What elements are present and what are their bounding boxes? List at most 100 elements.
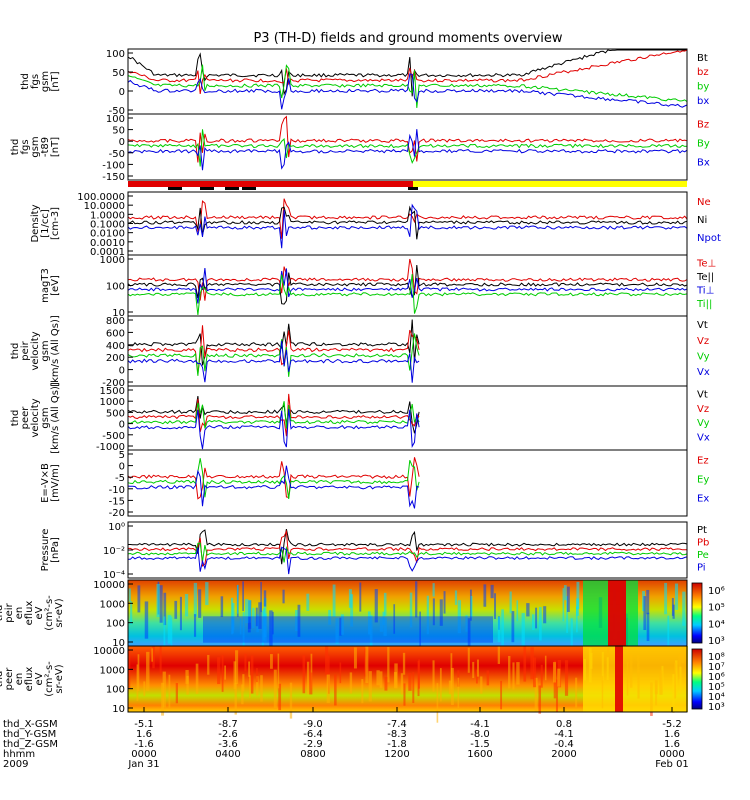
spectrogram-texture bbox=[480, 676, 483, 694]
ylabel-line: gsm bbox=[30, 136, 41, 157]
y-tick-label: 100 bbox=[106, 282, 125, 293]
y-tick-label: 10.0000 bbox=[84, 201, 125, 212]
legend-Ni: Ni bbox=[697, 215, 707, 226]
ylabel-line: [nPa] bbox=[50, 537, 61, 563]
spectrogram-texture bbox=[143, 681, 146, 696]
trace-Pi bbox=[128, 546, 688, 575]
spectrogram-texture bbox=[497, 646, 500, 664]
ylabel-line: velocity bbox=[30, 331, 41, 370]
legend-Ti⊥: Ti⊥ bbox=[696, 286, 714, 297]
ylabel-line: gsm bbox=[40, 340, 51, 361]
spectrogram-texture bbox=[486, 670, 490, 686]
trace-Vz bbox=[127, 393, 420, 437]
panel-legend: Ez Ey Ex bbox=[697, 456, 709, 505]
y-tick-label: -150 bbox=[102, 172, 125, 183]
spectrogram-texture bbox=[387, 647, 390, 683]
ylabel-line: thd bbox=[0, 671, 5, 688]
spectrogram-texture bbox=[167, 615, 172, 644]
spectrogram-texture bbox=[412, 672, 415, 704]
x-tick-label: -8.0 bbox=[470, 729, 490, 740]
x-row-label: hhmm bbox=[3, 749, 35, 760]
spectrogram-texture bbox=[235, 650, 239, 685]
spectrogram-texture bbox=[426, 595, 429, 635]
panel-legend: Bz By Bx bbox=[697, 120, 710, 169]
spectrogram-burst bbox=[615, 646, 623, 712]
ylabel-line: [km/s (All Qs)] bbox=[50, 382, 61, 454]
spectrogram-low-energy bbox=[203, 616, 493, 643]
spectrogram-texture bbox=[436, 683, 439, 723]
y-tick-label: 10000 bbox=[93, 646, 125, 657]
trace-Ey bbox=[127, 458, 420, 499]
spectrogram-texture bbox=[236, 584, 239, 614]
ylabel-line: eV bbox=[34, 672, 45, 685]
ylabel-line: thd bbox=[0, 605, 5, 622]
y-tick-label: -50 bbox=[109, 106, 125, 117]
spectrogram-texture bbox=[532, 614, 535, 631]
x-row-label: thd_Z-GSM bbox=[3, 739, 58, 750]
legend-Vz: Vz bbox=[697, 404, 709, 415]
spectrogram-texture bbox=[207, 654, 210, 675]
ylabel-line: peir bbox=[4, 602, 15, 622]
trace-Ex bbox=[127, 465, 420, 509]
spectrogram-texture bbox=[368, 671, 372, 702]
spectrogram-texture bbox=[232, 603, 235, 630]
spectrogram-texture bbox=[174, 600, 178, 619]
spectrogram-texture bbox=[221, 655, 224, 692]
spectrogram-texture bbox=[526, 603, 530, 617]
spectrogram-texture bbox=[379, 617, 384, 632]
panel-frame bbox=[127, 385, 688, 451]
spectrogram-texture bbox=[309, 672, 313, 695]
mode-bar-fast bbox=[128, 181, 413, 187]
ylabel-line: [cm-3] bbox=[50, 207, 61, 240]
x-tick-label: -5.1 bbox=[134, 719, 154, 730]
spectrogram-texture bbox=[335, 618, 339, 644]
spectrogram-texture bbox=[137, 585, 141, 613]
panel-peir_spec: thd peir en eflux eV (cm²-s-sr-eV)10⁶10⁵10⁴10… bbox=[0, 579, 725, 656]
spectrogram-texture bbox=[161, 682, 165, 716]
y-tick-label: 100.0000 bbox=[77, 192, 125, 203]
spectrogram-texture bbox=[302, 655, 306, 694]
x-tick-label: 1.6 bbox=[136, 729, 152, 740]
spectrogram-texture bbox=[512, 662, 515, 690]
legend-Pe: Pe bbox=[697, 550, 709, 561]
spectrogram-texture bbox=[184, 593, 189, 617]
spectrogram-texture bbox=[144, 601, 149, 639]
panel-frame bbox=[127, 645, 688, 713]
spectrogram-texture bbox=[205, 582, 209, 606]
ylabel-line: -t89 bbox=[40, 137, 51, 157]
x-tick-label: -1.8 bbox=[387, 739, 407, 750]
spectrogram-texture bbox=[393, 604, 396, 634]
ylabel-line: peer bbox=[4, 667, 15, 691]
spectrogram-texture bbox=[260, 675, 263, 702]
spectrogram-texture bbox=[457, 600, 462, 634]
y-tick-label: 1000 bbox=[100, 665, 125, 676]
x-tick-label: -4.1 bbox=[554, 729, 574, 740]
colorbar-tick-label: 10³ bbox=[708, 702, 725, 713]
colorbar-tick-label: 10⁴ bbox=[708, 619, 725, 630]
spectrogram-texture bbox=[457, 677, 460, 709]
panel-legend: Te⊥ Te|| Ti⊥ Ti|| bbox=[696, 258, 716, 310]
spectrogram-texture bbox=[454, 590, 458, 605]
trace-Vx bbox=[127, 340, 420, 383]
x-tick-label: -4.1 bbox=[470, 719, 490, 730]
spectrogram-texture bbox=[282, 589, 285, 604]
legend-Pb: Pb bbox=[697, 537, 709, 548]
x-tick-label: -3.6 bbox=[218, 739, 238, 750]
legend-Vt: Vt bbox=[697, 320, 708, 331]
spectrogram-texture bbox=[217, 657, 221, 685]
ylabel-line: thd bbox=[10, 410, 21, 427]
panel-density: Density [1/cc] [cm-3] Ne Ni Npot 100.000010.00… bbox=[30, 191, 721, 258]
x-tick-label: -9.0 bbox=[303, 719, 323, 730]
spectrogram-texture bbox=[128, 588, 131, 602]
y-tick-label: 0 bbox=[119, 87, 125, 98]
spectrogram-texture bbox=[175, 683, 178, 704]
spectrogram-texture bbox=[667, 615, 670, 646]
ylabel-line: [km/s (All Qs)] bbox=[50, 315, 61, 387]
ylabel-line: velocity bbox=[30, 398, 41, 437]
spectrogram-texture bbox=[451, 667, 454, 705]
spectrogram-texture bbox=[534, 677, 538, 712]
y-ticks: 10⁰ 10⁻² 10⁻⁴ bbox=[103, 522, 133, 581]
spectrogram-texture bbox=[261, 610, 264, 647]
spectrogram-texture bbox=[159, 585, 163, 623]
